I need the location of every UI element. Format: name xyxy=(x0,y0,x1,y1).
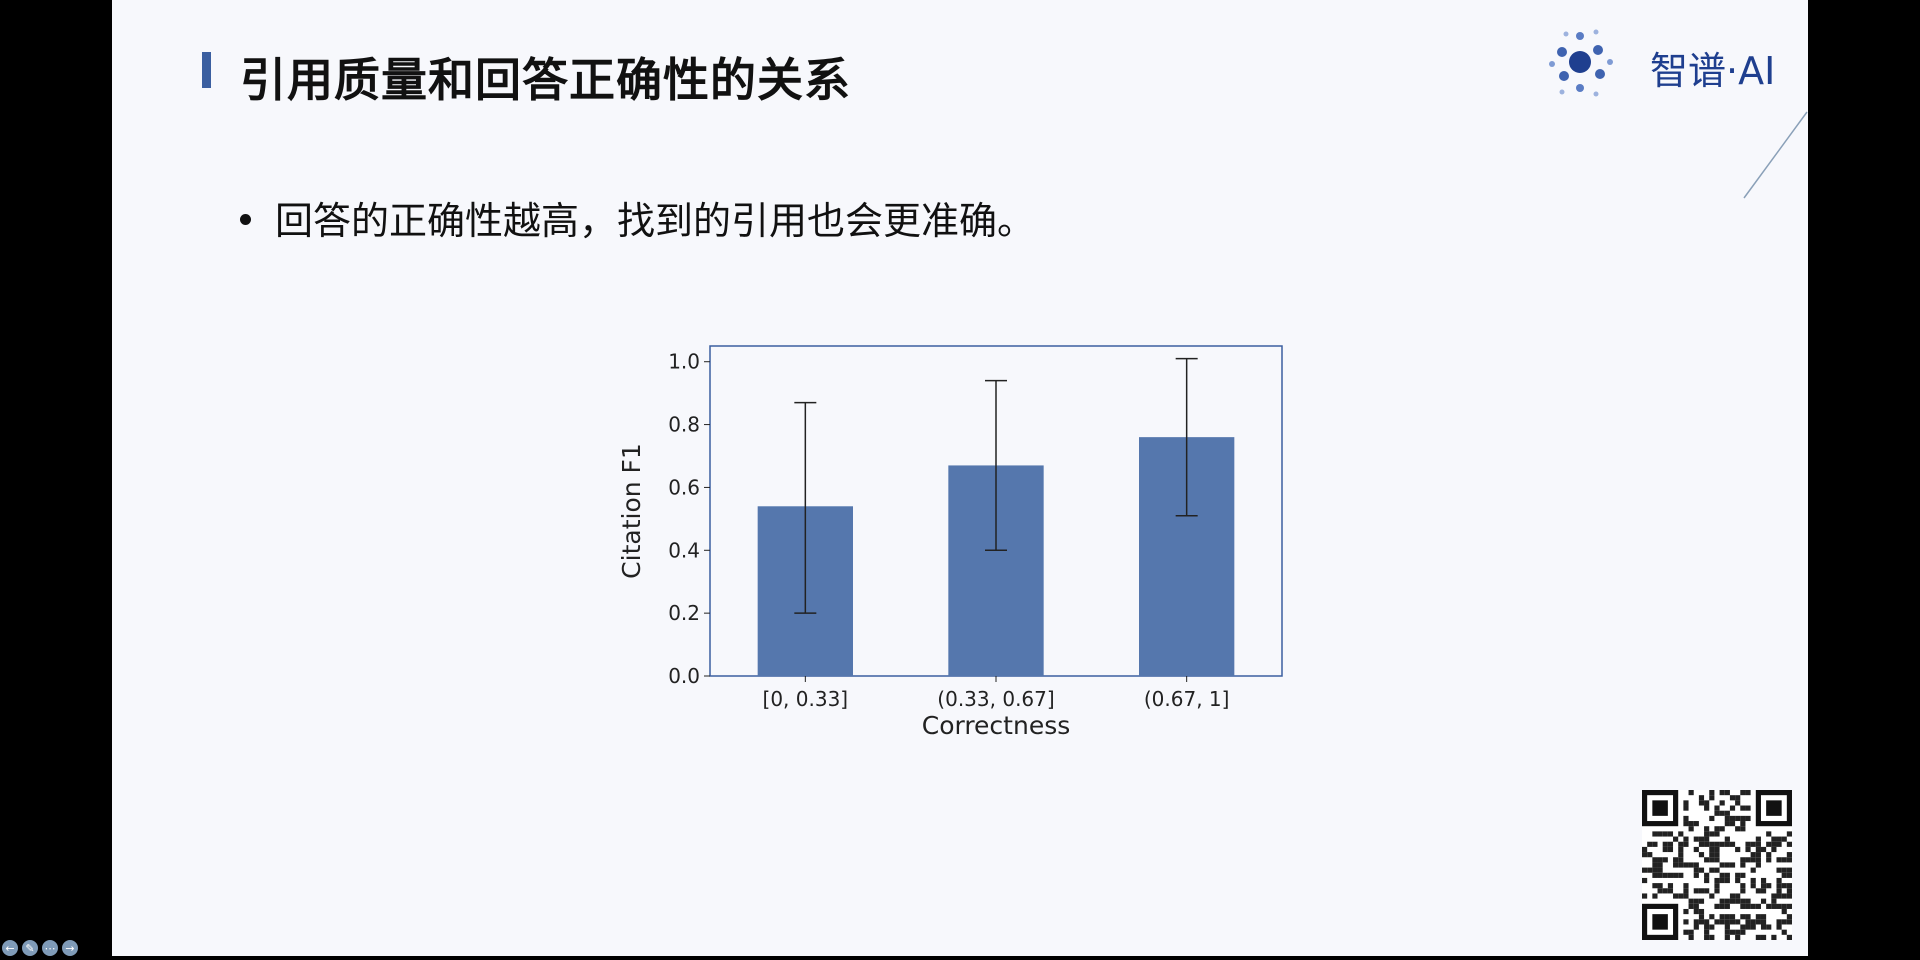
bullet-item: 回答的正确性越高，找到的引用也会更准确。 xyxy=(240,190,1035,245)
x-tick-label: [0, 0.33] xyxy=(763,687,849,711)
title-accent-bar xyxy=(202,52,211,88)
decorative-line xyxy=(1743,111,1808,199)
x-tick-label: (0.33, 0.67] xyxy=(937,687,1054,711)
pen-icon[interactable]: ✎ xyxy=(22,940,38,956)
y-axis-label: Citation F1 xyxy=(617,443,646,579)
x-tick-label: (0.67, 1] xyxy=(1144,687,1230,711)
slide: 引用质量和回答正确性的关系 智谱·AI 回答的正确性越高，找到的引用也会更准确。… xyxy=(112,0,1808,956)
logo-icon xyxy=(1549,29,1613,97)
y-tick-label: 0.8 xyxy=(668,413,700,437)
x-axis-label: Correctness xyxy=(922,711,1071,740)
bullet-dot xyxy=(240,214,251,225)
more-icon[interactable]: ⋯ xyxy=(42,940,58,956)
arrow-left-icon[interactable]: ← xyxy=(2,940,18,956)
logo-text: 智谱·AI xyxy=(1650,49,1776,93)
y-tick-label: 1.0 xyxy=(668,350,700,374)
slide-nav: ← ✎ ⋯ → xyxy=(2,940,78,956)
y-tick-label: 0.4 xyxy=(668,538,700,562)
bullet-text: 回答的正确性越高，找到的引用也会更准确。 xyxy=(275,199,1036,243)
bar-chart: 0.0 0.2 0.4 0.6 0.8 1.0 [0, 0.33] (0.33, 0.67] (… xyxy=(617,345,1283,740)
qr-code xyxy=(1642,790,1792,940)
y-tick-label: 0.6 xyxy=(668,475,700,499)
y-tick-label: 0.0 xyxy=(668,664,700,688)
logo xyxy=(1540,22,1790,102)
slide-title: 引用质量和回答正确性的关系 xyxy=(240,53,851,107)
arrow-right-icon[interactable]: → xyxy=(62,940,78,956)
y-tick-label: 0.2 xyxy=(668,601,700,625)
